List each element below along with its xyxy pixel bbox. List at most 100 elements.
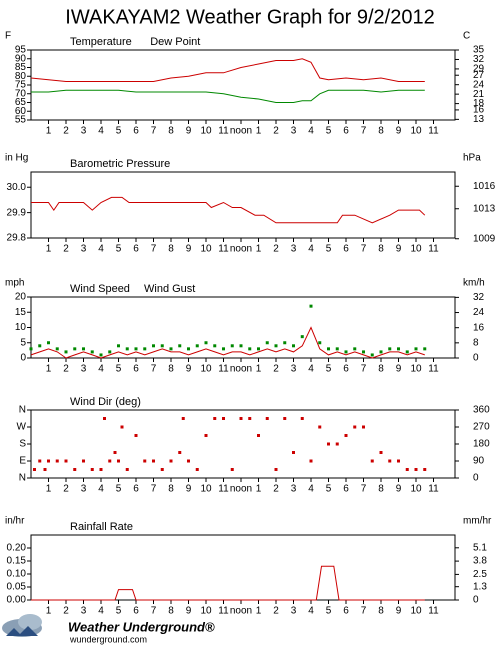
x-tick-label: 4	[98, 606, 104, 617]
y2-tick-label: 2.5	[473, 569, 487, 580]
x-tick-label: 1	[46, 126, 52, 137]
legend-label: Rainfall Rate	[70, 521, 133, 533]
x-tick-label: noon	[230, 484, 252, 495]
x-tick-label: 7	[151, 364, 157, 375]
y-tick-label: S	[19, 439, 26, 450]
point	[108, 459, 112, 463]
point	[213, 344, 217, 348]
x-tick-label: 11	[218, 484, 229, 495]
legend-label: Wind Gust	[144, 283, 195, 295]
x-tick-label: 11	[428, 606, 439, 617]
y2-tick-label: 90	[473, 456, 485, 467]
x-tick-label: 1	[256, 126, 262, 137]
x-tick-label: 7	[361, 364, 367, 375]
x-tick-label: 2	[63, 606, 69, 617]
x-tick-label: 9	[186, 244, 192, 255]
x-tick-label: 3	[81, 606, 87, 617]
x-tick-label: 2	[273, 606, 279, 617]
line	[31, 196, 426, 224]
x-tick-label: 10	[410, 126, 422, 137]
point	[99, 468, 103, 471]
y-tick-label: E	[19, 456, 26, 467]
x-tick-label: 5	[116, 364, 122, 375]
point	[292, 451, 295, 454]
x-tick-label: 7	[151, 244, 157, 255]
point	[309, 459, 313, 463]
x-tick-label: noon	[230, 364, 252, 375]
x-tick-label: 2	[63, 126, 69, 137]
line	[31, 89, 425, 103]
y-tick-label: 29.9	[7, 207, 27, 218]
y2-unit: mm/hr	[463, 516, 492, 527]
point	[117, 459, 120, 463]
point	[43, 468, 47, 471]
plot-frame	[30, 534, 456, 601]
y2-tick-label: 1.3	[473, 581, 487, 592]
x-tick-label: 4	[308, 364, 314, 375]
point	[47, 341, 50, 345]
x-tick-label: 8	[168, 126, 174, 137]
y2-tick-label: 3.8	[473, 556, 487, 567]
plot-frame	[30, 409, 456, 479]
x-tick-label: 4	[98, 244, 104, 255]
site: wunderground.com	[69, 634, 147, 644]
x-tick-label: 2	[63, 364, 69, 375]
x-tick-label: 2	[273, 244, 279, 255]
point	[160, 468, 164, 471]
x-tick-label: 1	[46, 244, 52, 255]
point	[55, 459, 59, 463]
point	[134, 434, 138, 437]
point	[204, 434, 208, 437]
point	[300, 335, 304, 339]
x-tick-label: 9	[396, 484, 402, 495]
x-tick-label: 11	[218, 244, 229, 255]
y-unit: in/hr	[5, 516, 25, 527]
x-tick-label: 9	[396, 126, 402, 137]
point	[370, 353, 374, 357]
point	[178, 451, 182, 454]
plot-frame	[30, 49, 456, 121]
y-tick-label: 29.8	[7, 233, 27, 244]
x-tick-label: 4	[98, 364, 104, 375]
point	[187, 459, 190, 463]
x-tick-label: 2	[273, 484, 279, 495]
x-tick-label: 9	[396, 364, 402, 375]
point	[195, 468, 199, 471]
y2-tick-label: 16	[473, 105, 485, 116]
x-tick-label: 6	[133, 364, 139, 375]
y-tick-label: 0.20	[7, 543, 27, 554]
point	[379, 451, 383, 454]
point	[388, 459, 392, 463]
point	[143, 459, 147, 463]
legend-label: Dew Point	[150, 36, 200, 48]
point	[29, 347, 33, 351]
x-tick-label: 7	[361, 606, 367, 617]
x-tick-label: 3	[291, 606, 297, 617]
x-tick-label: 10	[200, 364, 212, 375]
point	[274, 468, 278, 471]
y2-tick-label: 1016	[473, 181, 496, 192]
point	[248, 347, 252, 351]
y-tick-label: 60	[15, 106, 27, 117]
point	[318, 341, 322, 345]
point	[362, 350, 365, 354]
point	[120, 425, 124, 429]
x-tick-label: 6	[133, 244, 139, 255]
point	[230, 468, 234, 471]
x-tick-label: 7	[151, 606, 157, 617]
y2-unit: C	[463, 31, 470, 42]
x-tick-label: 9	[186, 364, 192, 375]
x-tick-label: 3	[81, 126, 87, 137]
y2-tick-label: 0	[473, 595, 479, 606]
y2-tick-label: 24	[473, 307, 485, 318]
y-tick-label: 10	[15, 322, 27, 333]
y2-tick-label: 24	[473, 79, 485, 90]
point	[178, 344, 182, 348]
y-tick-label: 30.0	[7, 182, 27, 193]
point	[99, 353, 103, 357]
x-tick-label: 8	[168, 606, 174, 617]
point	[274, 344, 278, 348]
x-tick-label: 10	[200, 126, 212, 137]
point	[379, 350, 383, 354]
x-tick-label: 1	[46, 484, 52, 495]
